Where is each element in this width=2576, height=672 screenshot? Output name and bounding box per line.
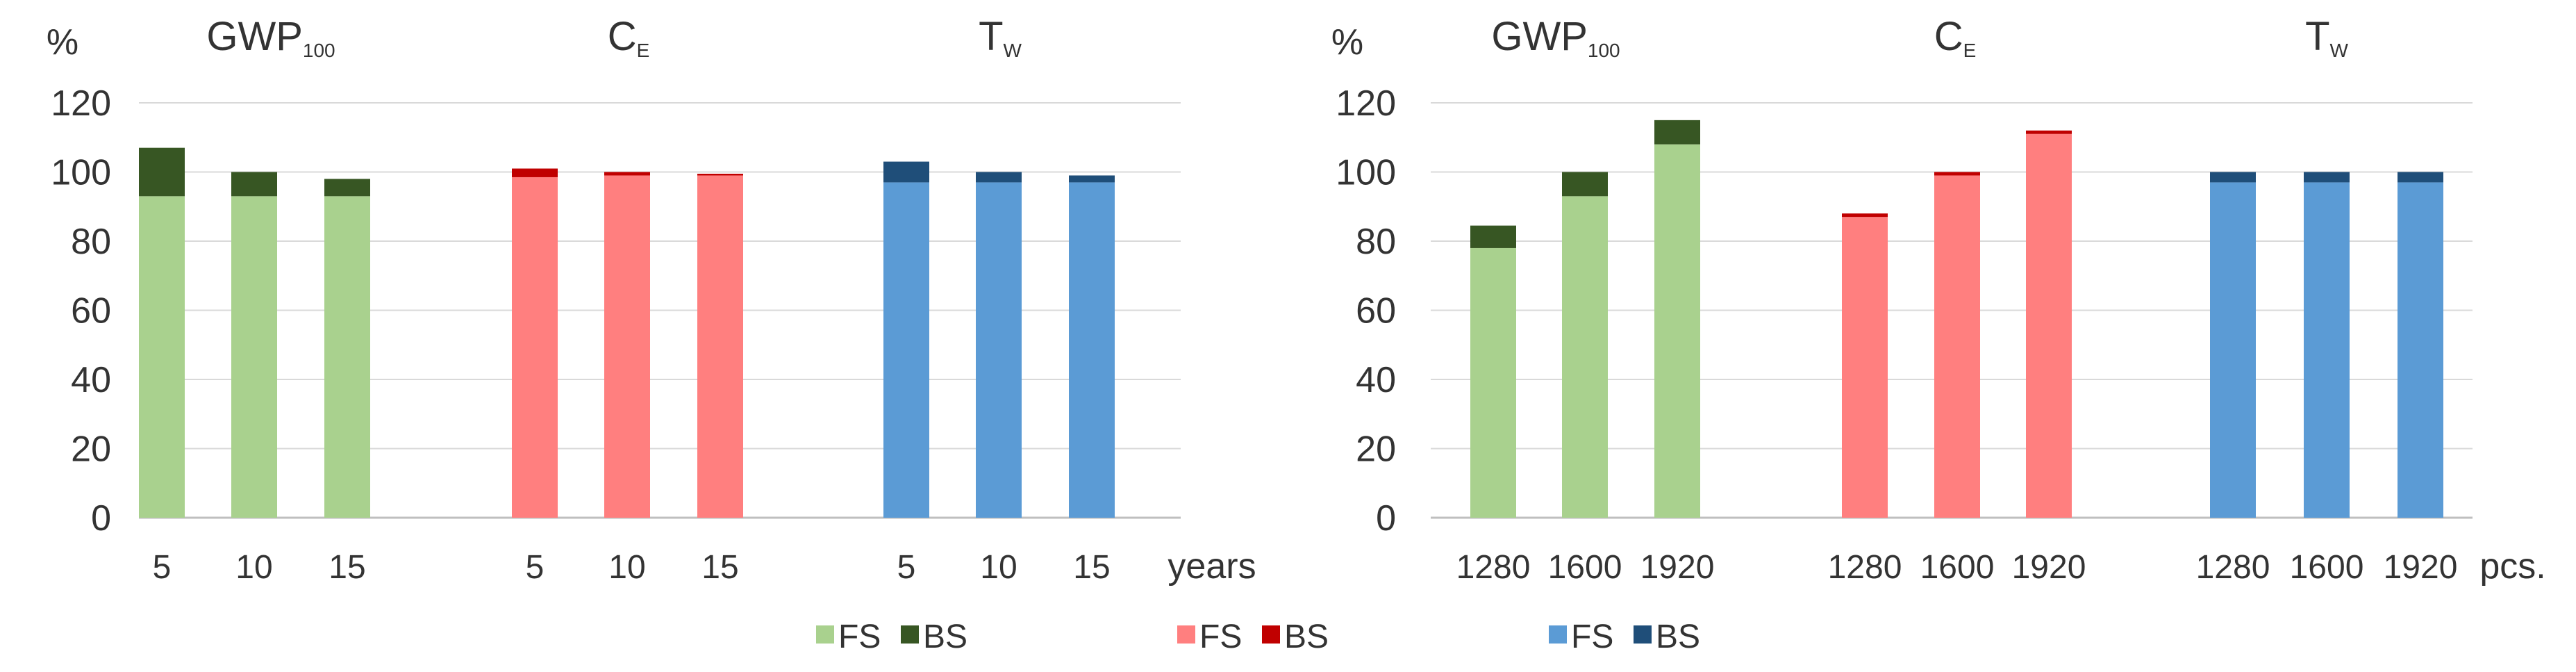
y-axis-label: % (1331, 22, 1363, 63)
group-title: TW (979, 14, 1022, 61)
y-tick-label: 100 (1336, 153, 1396, 193)
y-tick-label: 120 (51, 83, 111, 124)
x-tick-label: 5 (153, 549, 172, 586)
bar-bs (976, 172, 1022, 183)
bar-fs (1842, 217, 1888, 518)
bar-bs (1069, 175, 1115, 183)
bar-bs (231, 172, 277, 197)
y-tick-label: 80 (71, 222, 111, 262)
bar-bs (1654, 120, 1700, 145)
x-axis-label: pcs. (2479, 546, 2545, 587)
bar-fs (2210, 182, 2256, 518)
bar-fs (1562, 196, 1608, 518)
legend-label-bs: BS (1656, 618, 1700, 655)
y-tick-label: 40 (71, 360, 111, 400)
x-tick-label: 10 (235, 549, 272, 586)
x-tick-label: 5 (526, 549, 545, 586)
bar-bs (604, 172, 650, 176)
legend-swatch-fs (1177, 625, 1195, 644)
legend-label-fs: FS (838, 618, 881, 655)
x-tick-label: 10 (608, 549, 645, 586)
x-tick-label: 1600 (2290, 549, 2364, 586)
x-tick-label: 1600 (1548, 549, 1622, 586)
y-tick-label: 60 (71, 291, 111, 331)
x-tick-label: 1280 (2196, 549, 2270, 586)
y-tick-label: 0 (1376, 498, 1396, 539)
bar-fs (2026, 133, 2072, 518)
bar-fs (231, 196, 277, 518)
x-tick-label: 15 (1073, 549, 1110, 586)
y-tick-label: 80 (1356, 222, 1396, 262)
bar-bs (1470, 225, 1516, 248)
chart-panel-1: % 0 20 40 60 80 100 120 GWP100 5 10 15 CE 5 10 15 TW 5 10 1… (47, 14, 1256, 587)
group-title: CE (1934, 14, 1977, 61)
chart-panel-2: % 0 20 40 60 80 100 120 GWP100 1280 1600 1920 CE 1280… (1331, 14, 2546, 587)
legend-label-bs: BS (923, 618, 967, 655)
bar-fs (697, 175, 743, 518)
legend-swatch-bs (1262, 625, 1280, 644)
bar-fs (1934, 175, 1980, 518)
x-tick-label: 1600 (1920, 549, 1995, 586)
group-title: GWP100 (1491, 14, 1620, 61)
x-tick-label: 1280 (1828, 549, 1902, 586)
x-tick-label: 1280 (1456, 549, 1531, 586)
bar-fs (2398, 182, 2443, 518)
legend-label-bs: BS (1284, 618, 1329, 655)
y-axis-label: % (47, 22, 78, 63)
y-tick-label: 40 (1356, 360, 1396, 400)
bar-fs (1470, 247, 1516, 518)
y-tick-label: 0 (91, 498, 111, 539)
legend-swatch-fs (816, 625, 834, 644)
bar-bs (883, 161, 929, 183)
x-tick-label: 1920 (2384, 549, 2458, 586)
bar-fs (512, 177, 558, 518)
y-tick-label: 20 (1356, 429, 1396, 470)
legend: FS BS FS BS FS BS (816, 618, 1700, 655)
bar-fs (139, 196, 185, 518)
x-tick-label: 1920 (2012, 549, 2086, 586)
bar-bs (1842, 213, 1888, 218)
bar-fs (604, 175, 650, 518)
bar-bs (1562, 172, 1608, 197)
legend-label-fs: FS (1571, 618, 1613, 655)
bar-fs (324, 196, 370, 518)
bar-bs (697, 173, 743, 176)
bar-fs (976, 182, 1022, 518)
x-tick-label: 15 (329, 549, 365, 586)
bar-fs (1069, 182, 1115, 518)
bar-fs (883, 182, 929, 518)
bar-bs (1934, 172, 1980, 176)
x-tick-label: 5 (897, 549, 916, 586)
legend-swatch-bs (901, 625, 919, 644)
y-tick-label: 20 (71, 429, 111, 470)
x-tick-label: 1920 (1640, 549, 1715, 586)
group-title: CE (608, 14, 650, 61)
legend-swatch-fs (1549, 625, 1567, 644)
group-title: TW (2305, 14, 2348, 61)
bar-bs (2026, 130, 2072, 134)
legend-label-fs: FS (1199, 618, 1242, 655)
bar-fs (2304, 182, 2350, 518)
bar-bs (2398, 172, 2443, 183)
group-title: GWP100 (206, 14, 335, 61)
legend-swatch-bs (1634, 625, 1652, 644)
x-tick-label: 10 (980, 549, 1017, 586)
x-axis-label: years (1167, 546, 1256, 587)
bar-bs (512, 168, 558, 177)
y-tick-label: 120 (1336, 83, 1396, 124)
y-tick-label: 60 (1356, 291, 1396, 331)
y-tick-label: 100 (51, 153, 111, 193)
bar-bs (324, 179, 370, 197)
bar-bs (2210, 172, 2256, 183)
bar-bs (2304, 172, 2350, 183)
x-tick-label: 15 (701, 549, 738, 586)
bar-fs (1654, 144, 1700, 518)
bar-bs (139, 147, 185, 197)
